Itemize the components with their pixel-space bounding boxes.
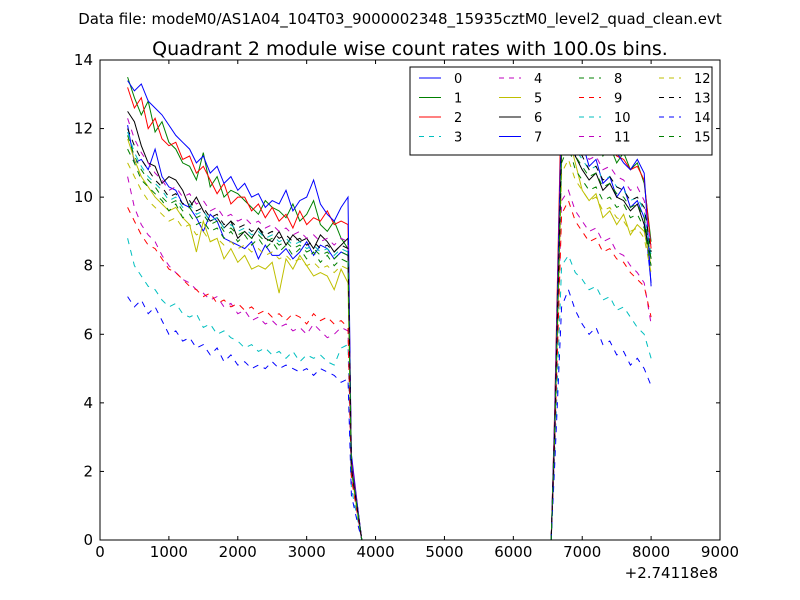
legend-box xyxy=(409,66,713,156)
series-line-4 xyxy=(127,176,652,540)
x-tick-label: 7000 xyxy=(563,543,601,561)
series-group xyxy=(127,76,652,540)
y-tick-label: 6 xyxy=(83,325,93,343)
x-tick-label: 0 xyxy=(95,543,105,561)
legend-label-9: 9 xyxy=(614,92,622,107)
legend-label-6: 6 xyxy=(534,111,542,126)
series-line-12 xyxy=(127,158,652,540)
legend-label-4: 4 xyxy=(534,72,542,87)
chart-title: Quadrant 2 module wise count rates with … xyxy=(152,38,668,60)
y-tick-label: 4 xyxy=(83,394,93,412)
y-tick-label: 2 xyxy=(83,462,93,480)
legend-label-2: 2 xyxy=(454,111,462,126)
legend-label-10: 10 xyxy=(614,111,631,126)
x-tick-label: 8000 xyxy=(632,543,670,561)
y-tick-label: 12 xyxy=(74,120,93,138)
x-tick-label: 3000 xyxy=(288,543,326,561)
x-tick-label: 1000 xyxy=(150,543,188,561)
series-line-14 xyxy=(127,288,652,540)
x-tick-label: 5000 xyxy=(425,543,463,561)
series-line-9 xyxy=(127,199,652,540)
series-line-10 xyxy=(127,127,652,540)
x-offset-label: +2.74118e8 xyxy=(625,564,718,582)
x-tick-label: 9000 xyxy=(701,543,739,561)
legend-label-5: 5 xyxy=(534,92,542,107)
legend-label-11: 11 xyxy=(614,131,631,146)
figure-suptitle: Data file: modeM0/AS1A04_104T03_90000023… xyxy=(78,10,722,29)
y-tick-label: 0 xyxy=(83,531,93,549)
legend-label-8: 8 xyxy=(614,72,622,87)
series-line-11 xyxy=(127,113,652,540)
plot-area: 0 1000 2000 3000 4000 5000 6000 7000 8000 9000 0 2 4… xyxy=(74,51,739,561)
y-tick-label: 14 xyxy=(74,51,93,69)
x-tick-label: 4000 xyxy=(356,543,394,561)
legend-label-3: 3 xyxy=(454,131,462,146)
series-line-3 xyxy=(127,238,652,540)
y-tick-label: 10 xyxy=(74,188,93,206)
y-tick-label: 8 xyxy=(83,257,93,275)
x-tick-label: 6000 xyxy=(494,543,532,561)
legend-label-14: 14 xyxy=(694,111,711,126)
legend-label-7: 7 xyxy=(534,131,542,146)
x-tick-label: 2000 xyxy=(219,543,257,561)
legend-label-12: 12 xyxy=(694,72,711,87)
series-line-0 xyxy=(127,118,652,540)
legend-label-0: 0 xyxy=(454,72,462,87)
axes-frame xyxy=(99,59,721,541)
series-line-13 xyxy=(127,123,652,540)
legend-label-13: 13 xyxy=(694,92,711,107)
legend-label-1: 1 xyxy=(454,92,462,107)
legend-label-15: 15 xyxy=(694,131,711,146)
series-line-5 xyxy=(127,133,652,540)
